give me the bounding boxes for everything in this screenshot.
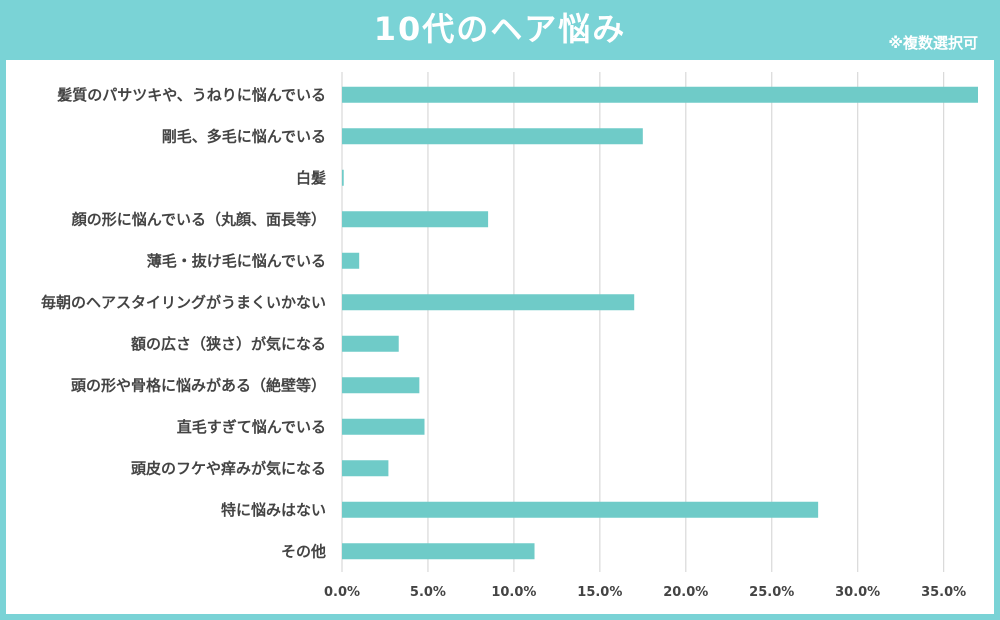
category-label: その他 — [281, 542, 326, 560]
x-tick-label: 0.0% — [324, 585, 360, 600]
x-tick-label: 35.0% — [921, 585, 966, 600]
category-label: 剛毛、多毛に悩んでいる — [162, 127, 326, 145]
bar — [342, 335, 399, 352]
category-label: 髪質のパサツキや、うねりに悩んでいる — [56, 86, 326, 104]
bar — [342, 543, 535, 560]
x-tick-label: 20.0% — [663, 585, 708, 600]
x-tick-label: 15.0% — [577, 585, 622, 600]
x-tick-label: 25.0% — [749, 585, 794, 600]
category-label: 薄毛・抜け毛に悩んでいる — [147, 252, 326, 270]
category-label: 白髪 — [296, 169, 326, 187]
bar — [342, 211, 489, 228]
bar — [342, 501, 819, 518]
category-label: 頭皮のフケや痒みが気になる — [131, 459, 326, 477]
bar — [342, 252, 360, 269]
multiple-choice-note: ※複数選択可 — [888, 34, 978, 52]
bar — [342, 294, 635, 311]
category-label: 毎朝のヘアスタイリングがうまくいかない — [41, 293, 326, 311]
plot-panel — [6, 60, 994, 614]
category-label: 特に悩みはない — [221, 501, 326, 519]
bar — [342, 169, 344, 186]
bar — [342, 128, 643, 145]
category-label: 額の広さ（狭さ）が気になる — [130, 335, 326, 353]
bar — [342, 86, 978, 103]
category-label: 直毛すぎて悩んでいる — [177, 418, 326, 436]
x-tick-label: 5.0% — [410, 585, 446, 600]
bar — [342, 418, 425, 435]
bar — [342, 460, 389, 477]
x-tick-label: 10.0% — [491, 585, 536, 600]
category-label: 頭の形や骨格に悩みがある（絶壁等） — [71, 376, 326, 394]
bar — [342, 377, 420, 394]
chart-title: 10代のヘア悩み — [373, 10, 627, 48]
category-label: 顔の形に悩んでいる（丸顔、面長等） — [71, 210, 326, 228]
x-tick-label: 30.0% — [835, 585, 880, 600]
